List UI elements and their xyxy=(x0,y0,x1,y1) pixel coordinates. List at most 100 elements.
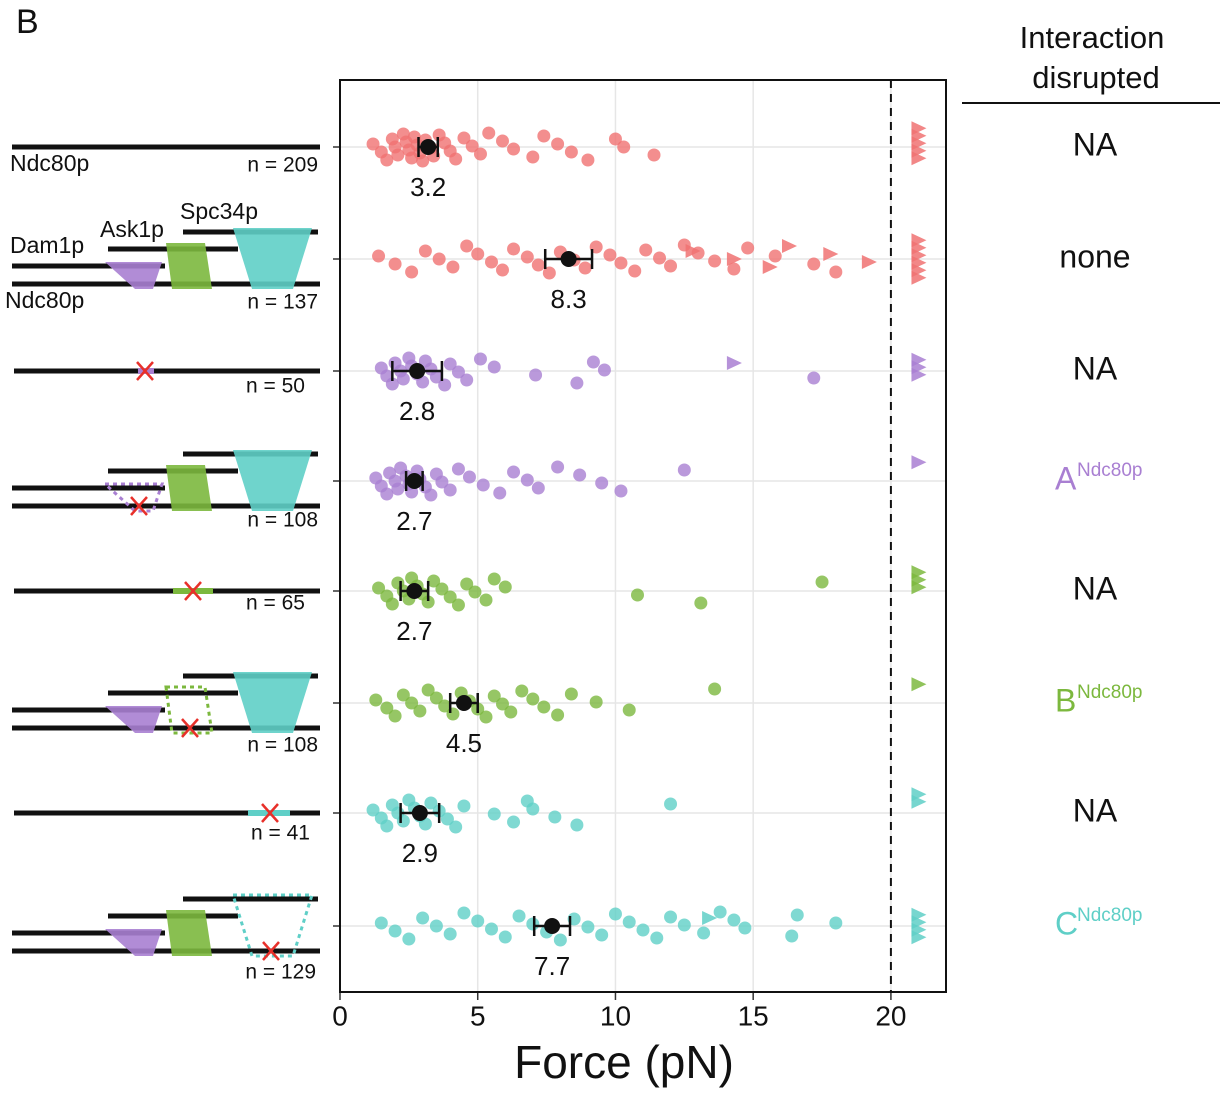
data-point xyxy=(443,590,457,604)
disrupted-label: NA xyxy=(1073,126,1118,162)
disrupted-sup: Ndc80p xyxy=(1077,682,1143,703)
data-point xyxy=(531,481,545,495)
data-point xyxy=(551,460,565,474)
complex-subunit xyxy=(166,910,212,956)
data-point xyxy=(396,688,410,702)
data-point xyxy=(564,687,578,701)
data-point xyxy=(520,473,534,487)
data-point xyxy=(664,259,678,273)
data-point xyxy=(487,360,501,374)
data-point xyxy=(443,927,457,941)
data-point xyxy=(366,137,380,151)
diagram-label: Ndc80p xyxy=(10,150,89,176)
n-label: n = 137 xyxy=(247,291,318,314)
data-point xyxy=(570,376,584,390)
data-point xyxy=(457,906,471,920)
data-point xyxy=(424,796,438,810)
data-point xyxy=(608,907,622,921)
data-point xyxy=(446,707,460,721)
data-point xyxy=(542,266,556,280)
data-point xyxy=(581,920,595,934)
data-point xyxy=(496,697,510,711)
data-point xyxy=(531,258,545,272)
x-tick-label: 15 xyxy=(738,1000,769,1031)
complex-subunit xyxy=(164,685,214,735)
data-point xyxy=(451,365,465,379)
data-point xyxy=(391,148,405,162)
data-point xyxy=(815,575,829,589)
data-point xyxy=(388,257,402,271)
data-point xyxy=(435,582,449,596)
mean-label: 2.9 xyxy=(402,838,438,868)
data-point xyxy=(597,363,611,377)
data-point xyxy=(496,134,510,148)
data-point xyxy=(727,913,741,927)
data-point xyxy=(664,910,678,924)
data-point xyxy=(526,150,540,164)
x-tick-label: 10 xyxy=(600,1000,631,1031)
x-tick-label: 0 xyxy=(332,1000,348,1031)
data-point xyxy=(487,572,501,586)
data-point xyxy=(507,465,521,479)
data-point xyxy=(416,375,430,389)
complex-subunit xyxy=(233,228,312,289)
plot-border xyxy=(339,79,947,993)
data-point xyxy=(581,153,595,167)
mean-label: 7.7 xyxy=(534,951,570,981)
data-point xyxy=(807,371,821,385)
data-point xyxy=(677,918,691,932)
data-point xyxy=(498,580,512,594)
censored-point xyxy=(685,244,701,258)
mean-point xyxy=(455,695,472,711)
data-point xyxy=(653,251,667,265)
data-point xyxy=(449,152,463,166)
data-point xyxy=(622,915,636,929)
censored-point xyxy=(911,367,927,382)
diagram-label: Spc34p xyxy=(180,198,258,224)
data-point xyxy=(388,709,402,723)
n-label: n = 65 xyxy=(246,592,305,615)
data-point xyxy=(438,699,452,713)
data-point xyxy=(460,239,474,253)
data-point xyxy=(471,914,485,928)
n-label: n = 41 xyxy=(251,822,310,845)
disrupted-label: NA xyxy=(1073,350,1118,386)
data-point xyxy=(526,802,540,816)
data-point xyxy=(694,596,708,610)
diagram-label: Ask1p xyxy=(100,216,164,242)
data-point xyxy=(438,378,452,392)
data-point xyxy=(479,593,493,607)
data-point xyxy=(476,478,490,492)
censored-point xyxy=(861,255,877,269)
data-point xyxy=(829,916,843,930)
x-tick-label: 5 xyxy=(470,1000,486,1031)
data-point xyxy=(421,595,435,609)
data-point xyxy=(639,243,653,257)
data-point xyxy=(589,695,603,709)
data-point xyxy=(551,708,565,722)
data-point xyxy=(608,132,622,146)
data-point xyxy=(468,585,482,599)
disruption-x xyxy=(262,941,280,961)
disruption-x xyxy=(261,803,279,823)
data-point xyxy=(473,352,487,366)
data-point xyxy=(507,815,521,829)
censored-point xyxy=(911,677,927,692)
data-point xyxy=(570,818,584,832)
mean-point xyxy=(420,139,437,155)
data-point xyxy=(429,691,443,705)
censored-point xyxy=(911,270,927,285)
disrupted-label: B xyxy=(1055,682,1076,718)
data-point xyxy=(385,377,399,391)
disruption-x xyxy=(184,581,202,601)
data-point xyxy=(487,807,501,821)
disruption-x xyxy=(181,718,199,738)
data-point xyxy=(396,372,410,386)
data-point xyxy=(465,139,479,153)
complex-subunit xyxy=(105,929,162,956)
mean-point xyxy=(406,473,423,489)
data-point xyxy=(548,810,562,824)
diagram-label: Dam1p xyxy=(10,232,84,258)
data-point xyxy=(372,581,386,595)
data-point xyxy=(647,148,661,162)
